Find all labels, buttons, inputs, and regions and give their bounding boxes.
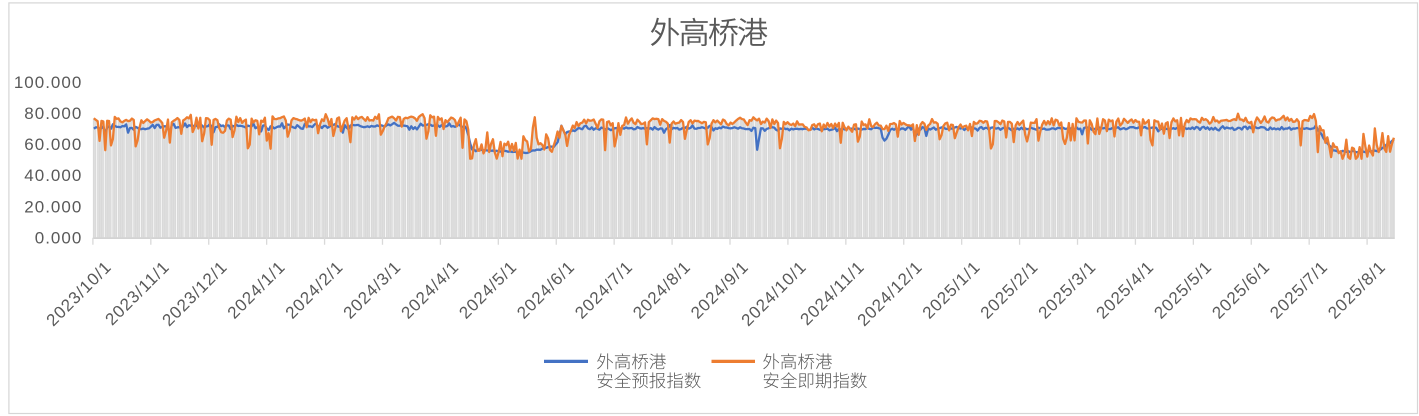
- svg-text:100.000: 100.000: [14, 73, 82, 92]
- svg-text:60.000: 60.000: [24, 135, 82, 154]
- svg-text:40.000: 40.000: [24, 166, 82, 185]
- svg-text:0.000: 0.000: [35, 229, 83, 248]
- svg-text:80.000: 80.000: [24, 104, 82, 123]
- svg-text:20.000: 20.000: [24, 197, 82, 216]
